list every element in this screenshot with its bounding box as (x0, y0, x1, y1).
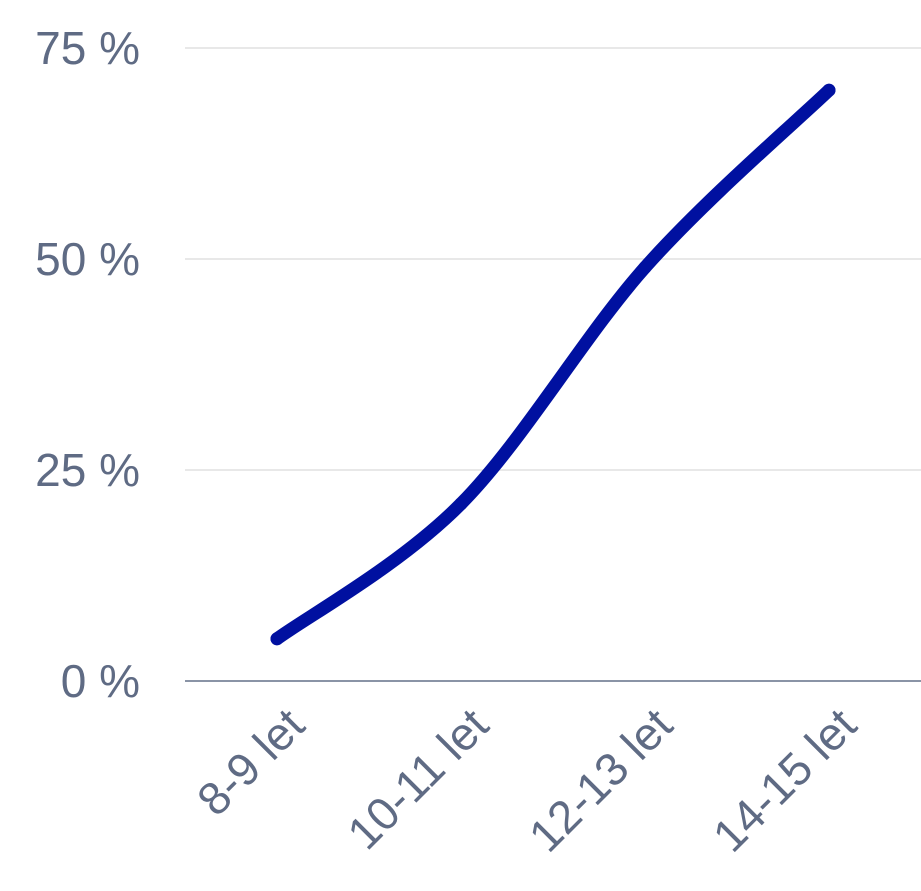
x-tick-label: 12-13 let (519, 698, 683, 862)
x-axis: 8-9 let 10-11 let 12-13 let 14-15 let (187, 698, 866, 862)
y-tick-label: 50 % (35, 233, 140, 285)
x-tick-label: 10-11 let (337, 698, 498, 859)
series-line-0 (270, 83, 836, 646)
data-point (454, 497, 468, 511)
x-tick-label: 14-15 let (703, 698, 867, 862)
y-tick-label: 0 % (61, 655, 140, 707)
series-group (270, 83, 836, 646)
y-tick-label: 75 % (35, 22, 140, 74)
y-tick-label: 25 % (35, 444, 140, 496)
gridlines (185, 47, 921, 682)
y-axis: 0 % 25 % 50 % 75 % (35, 22, 140, 707)
x-tick-label: 8-9 let (187, 698, 314, 825)
data-point (270, 632, 284, 646)
data-point (638, 260, 652, 274)
data-point (822, 83, 836, 97)
